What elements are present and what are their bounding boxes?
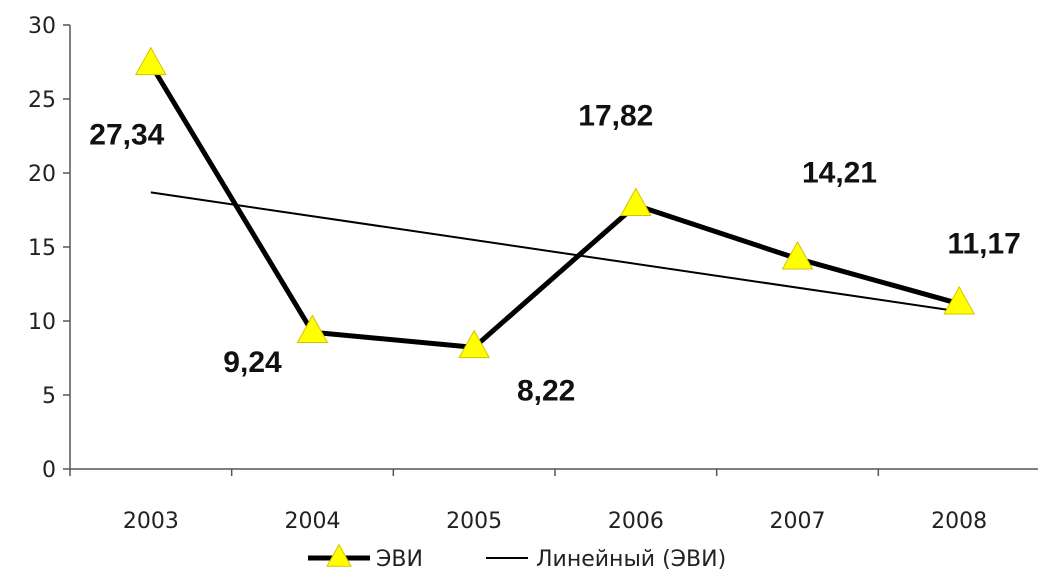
y-tick-label: 15: [28, 236, 56, 261]
y-tick-label: 0: [42, 458, 56, 483]
y-tick-label: 20: [28, 162, 56, 187]
data-point-marker: [943, 285, 976, 315]
y-tick-label: 10: [28, 310, 56, 335]
data-labels: 27,34 9,24 8,22 17,82 14,21 11,17: [89, 99, 1021, 407]
data-label: 8,22: [517, 374, 575, 407]
y-tick-label: 30: [28, 14, 56, 39]
data-label: 14,21: [802, 157, 877, 190]
series-evi: [134, 46, 976, 359]
legend-swatch-marker: [326, 543, 352, 567]
series-line: [148, 63, 960, 350]
data-point-marker: [296, 314, 329, 344]
data-label: 9,24: [223, 346, 282, 379]
trendline: [150, 191, 960, 313]
x-tick-label: 2005: [446, 509, 502, 534]
x-tick-label: 2007: [770, 509, 826, 534]
x-tick-label: 2006: [608, 509, 664, 534]
x-tick-label: 2004: [285, 509, 341, 534]
axes: 0 5 10 15 20 25 30 2003 2004 2005 2006 2007 2008: [28, 14, 1038, 534]
x-tick-label: 2008: [931, 509, 987, 534]
legend-label-trendline: Линейный (ЭВИ): [536, 547, 726, 572]
legend-label-evi: ЭВИ: [376, 547, 423, 572]
data-label: 11,17: [947, 228, 1020, 261]
data-point-marker: [781, 240, 814, 270]
data-point-marker: [458, 329, 491, 359]
y-tick-label: 25: [28, 88, 56, 113]
legend: ЭВИ Линейный (ЭВИ): [308, 543, 726, 572]
x-tick-label: 2003: [123, 509, 179, 534]
data-label: 27,34: [89, 118, 164, 151]
data-label: 17,82: [578, 99, 653, 132]
data-point-marker: [134, 46, 167, 76]
y-tick-label: 5: [42, 384, 56, 409]
trendline-line: [150, 191, 960, 313]
data-point-marker: [619, 187, 652, 217]
